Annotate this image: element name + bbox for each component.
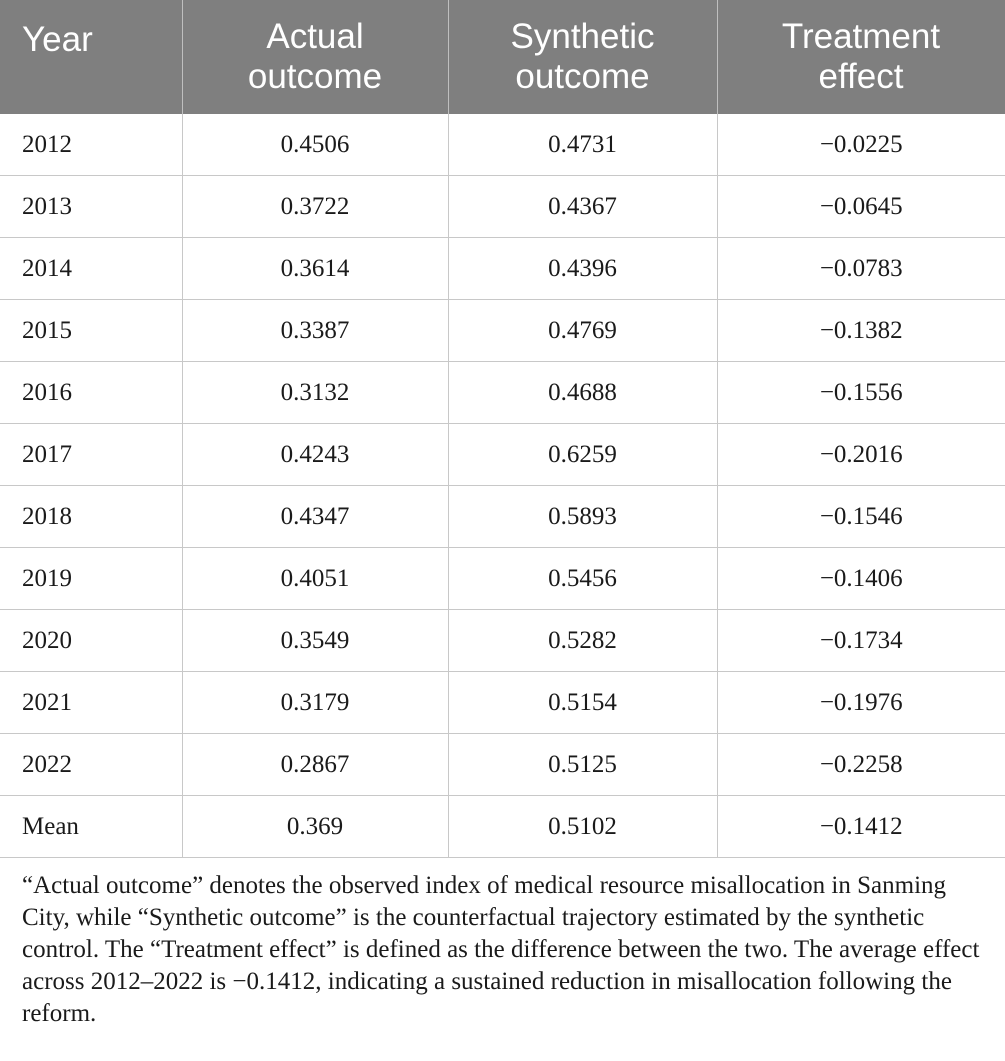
row-label: 2018: [0, 485, 183, 548]
row-label: 2014: [0, 237, 183, 300]
table-cell: 0.4367: [447, 175, 718, 238]
header-cell: Actual outcome: [182, 0, 449, 114]
table-row: 2020 0.3549 0.5282 −0.1734: [0, 609, 1005, 672]
table-cell: 0.4243: [181, 423, 449, 486]
table-row: 2018 0.4347 0.5893 −0.1546: [0, 485, 1005, 548]
table-cell: 0.3387: [181, 299, 449, 362]
table-cell: 0.3549: [181, 609, 449, 672]
header-cell: Year: [0, 0, 183, 114]
row-label: 2022: [0, 733, 183, 796]
table-cell: 0.6259: [447, 423, 718, 486]
row-label: 2017: [0, 423, 183, 486]
table-cell: 0.3179: [181, 671, 449, 734]
table-cell: −0.1406: [716, 547, 1005, 610]
row-label: 2019: [0, 547, 183, 610]
row-label: 2021: [0, 671, 183, 734]
header-text: Synthetic outcome: [510, 17, 655, 96]
table-cell: 0.3614: [181, 237, 449, 300]
row-label: 2016: [0, 361, 183, 424]
table-row: Mean 0.369 0.5102 −0.1412: [0, 795, 1005, 858]
table-cell: −0.0225: [716, 114, 1005, 176]
header-text: Year: [22, 20, 93, 59]
table-cell: −0.1734: [716, 609, 1005, 672]
table-row: 2017 0.4243 0.6259 −0.2016: [0, 423, 1005, 486]
table-row: 2014 0.3614 0.4396 −0.0783: [0, 237, 1005, 300]
table-cell: 0.5893: [447, 485, 718, 548]
table-row: 2016 0.3132 0.4688 −0.1556: [0, 361, 1005, 424]
table-note: “Actual outcome” denotes the observed in…: [22, 872, 980, 1027]
row-label: 2020: [0, 609, 183, 672]
table-cell: −0.1412: [716, 795, 1005, 858]
table-cell: 0.5102: [447, 795, 718, 858]
table-row: 2019 0.4051 0.5456 −0.1406: [0, 547, 1005, 610]
table-cell: −0.0783: [716, 237, 1005, 300]
table-cell: 0.4769: [447, 299, 718, 362]
table-row: 2012 0.4506 0.4731 −0.0225: [0, 114, 1005, 176]
row-label: 2015: [0, 299, 183, 362]
table-cell: 0.4051: [181, 547, 449, 610]
header-row: Year Actual outcome Synthetic outcome Treat…: [0, 0, 1005, 114]
table-cell: −0.1546: [716, 485, 1005, 548]
header-cell: Treatment effect: [717, 0, 1005, 114]
table-cell: 0.369: [181, 795, 449, 858]
header-text: Actual outcome: [247, 17, 383, 96]
table-cell: 0.4506: [181, 114, 449, 176]
table-row: 2022 0.2867 0.5125 −0.2258: [0, 733, 1005, 796]
table-cell: −0.1976: [716, 671, 1005, 734]
table-cell: 0.5456: [447, 547, 718, 610]
table-cell: 0.5154: [447, 671, 718, 734]
table-cell: 0.2867: [181, 733, 449, 796]
table-cell: −0.0645: [716, 175, 1005, 238]
table-cell: −0.1556: [716, 361, 1005, 424]
table-cell: 0.4731: [447, 114, 718, 176]
row-label: 2012: [0, 114, 183, 176]
table-cell: −0.1382: [716, 299, 1005, 362]
table-row: 2015 0.3387 0.4769 −0.1382: [0, 299, 1005, 362]
table-cell: 0.4688: [447, 361, 718, 424]
table-cell: 0.4396: [447, 237, 718, 300]
table-cell: 0.5282: [447, 609, 718, 672]
row-label: Mean: [0, 795, 183, 858]
table-cell: 0.5125: [447, 733, 718, 796]
table-cell: −0.2016: [716, 423, 1005, 486]
table-row: 2013 0.3722 0.4367 −0.0645: [0, 175, 1005, 238]
table-row: 2021 0.3179 0.5154 −0.1976: [0, 671, 1005, 734]
table-cell: 0.3132: [181, 361, 449, 424]
row-label: 2013: [0, 175, 183, 238]
data-table: Year Actual outcome Synthetic outcome Treat…: [0, 0, 1005, 858]
table-body: 2012 0.4506 0.4731 −0.0225 2013 0.3722 0.4367−…: [0, 114, 1005, 858]
header-cell: Synthetic outcome: [448, 0, 718, 114]
table-header: Year Actual outcome Synthetic outcome Treat…: [0, 0, 1005, 114]
table-cell: −0.2258: [716, 733, 1005, 796]
table-cell: 0.3722: [181, 175, 449, 238]
header-text: Treatment effect: [781, 17, 941, 96]
table-cell: 0.4347: [181, 485, 449, 548]
